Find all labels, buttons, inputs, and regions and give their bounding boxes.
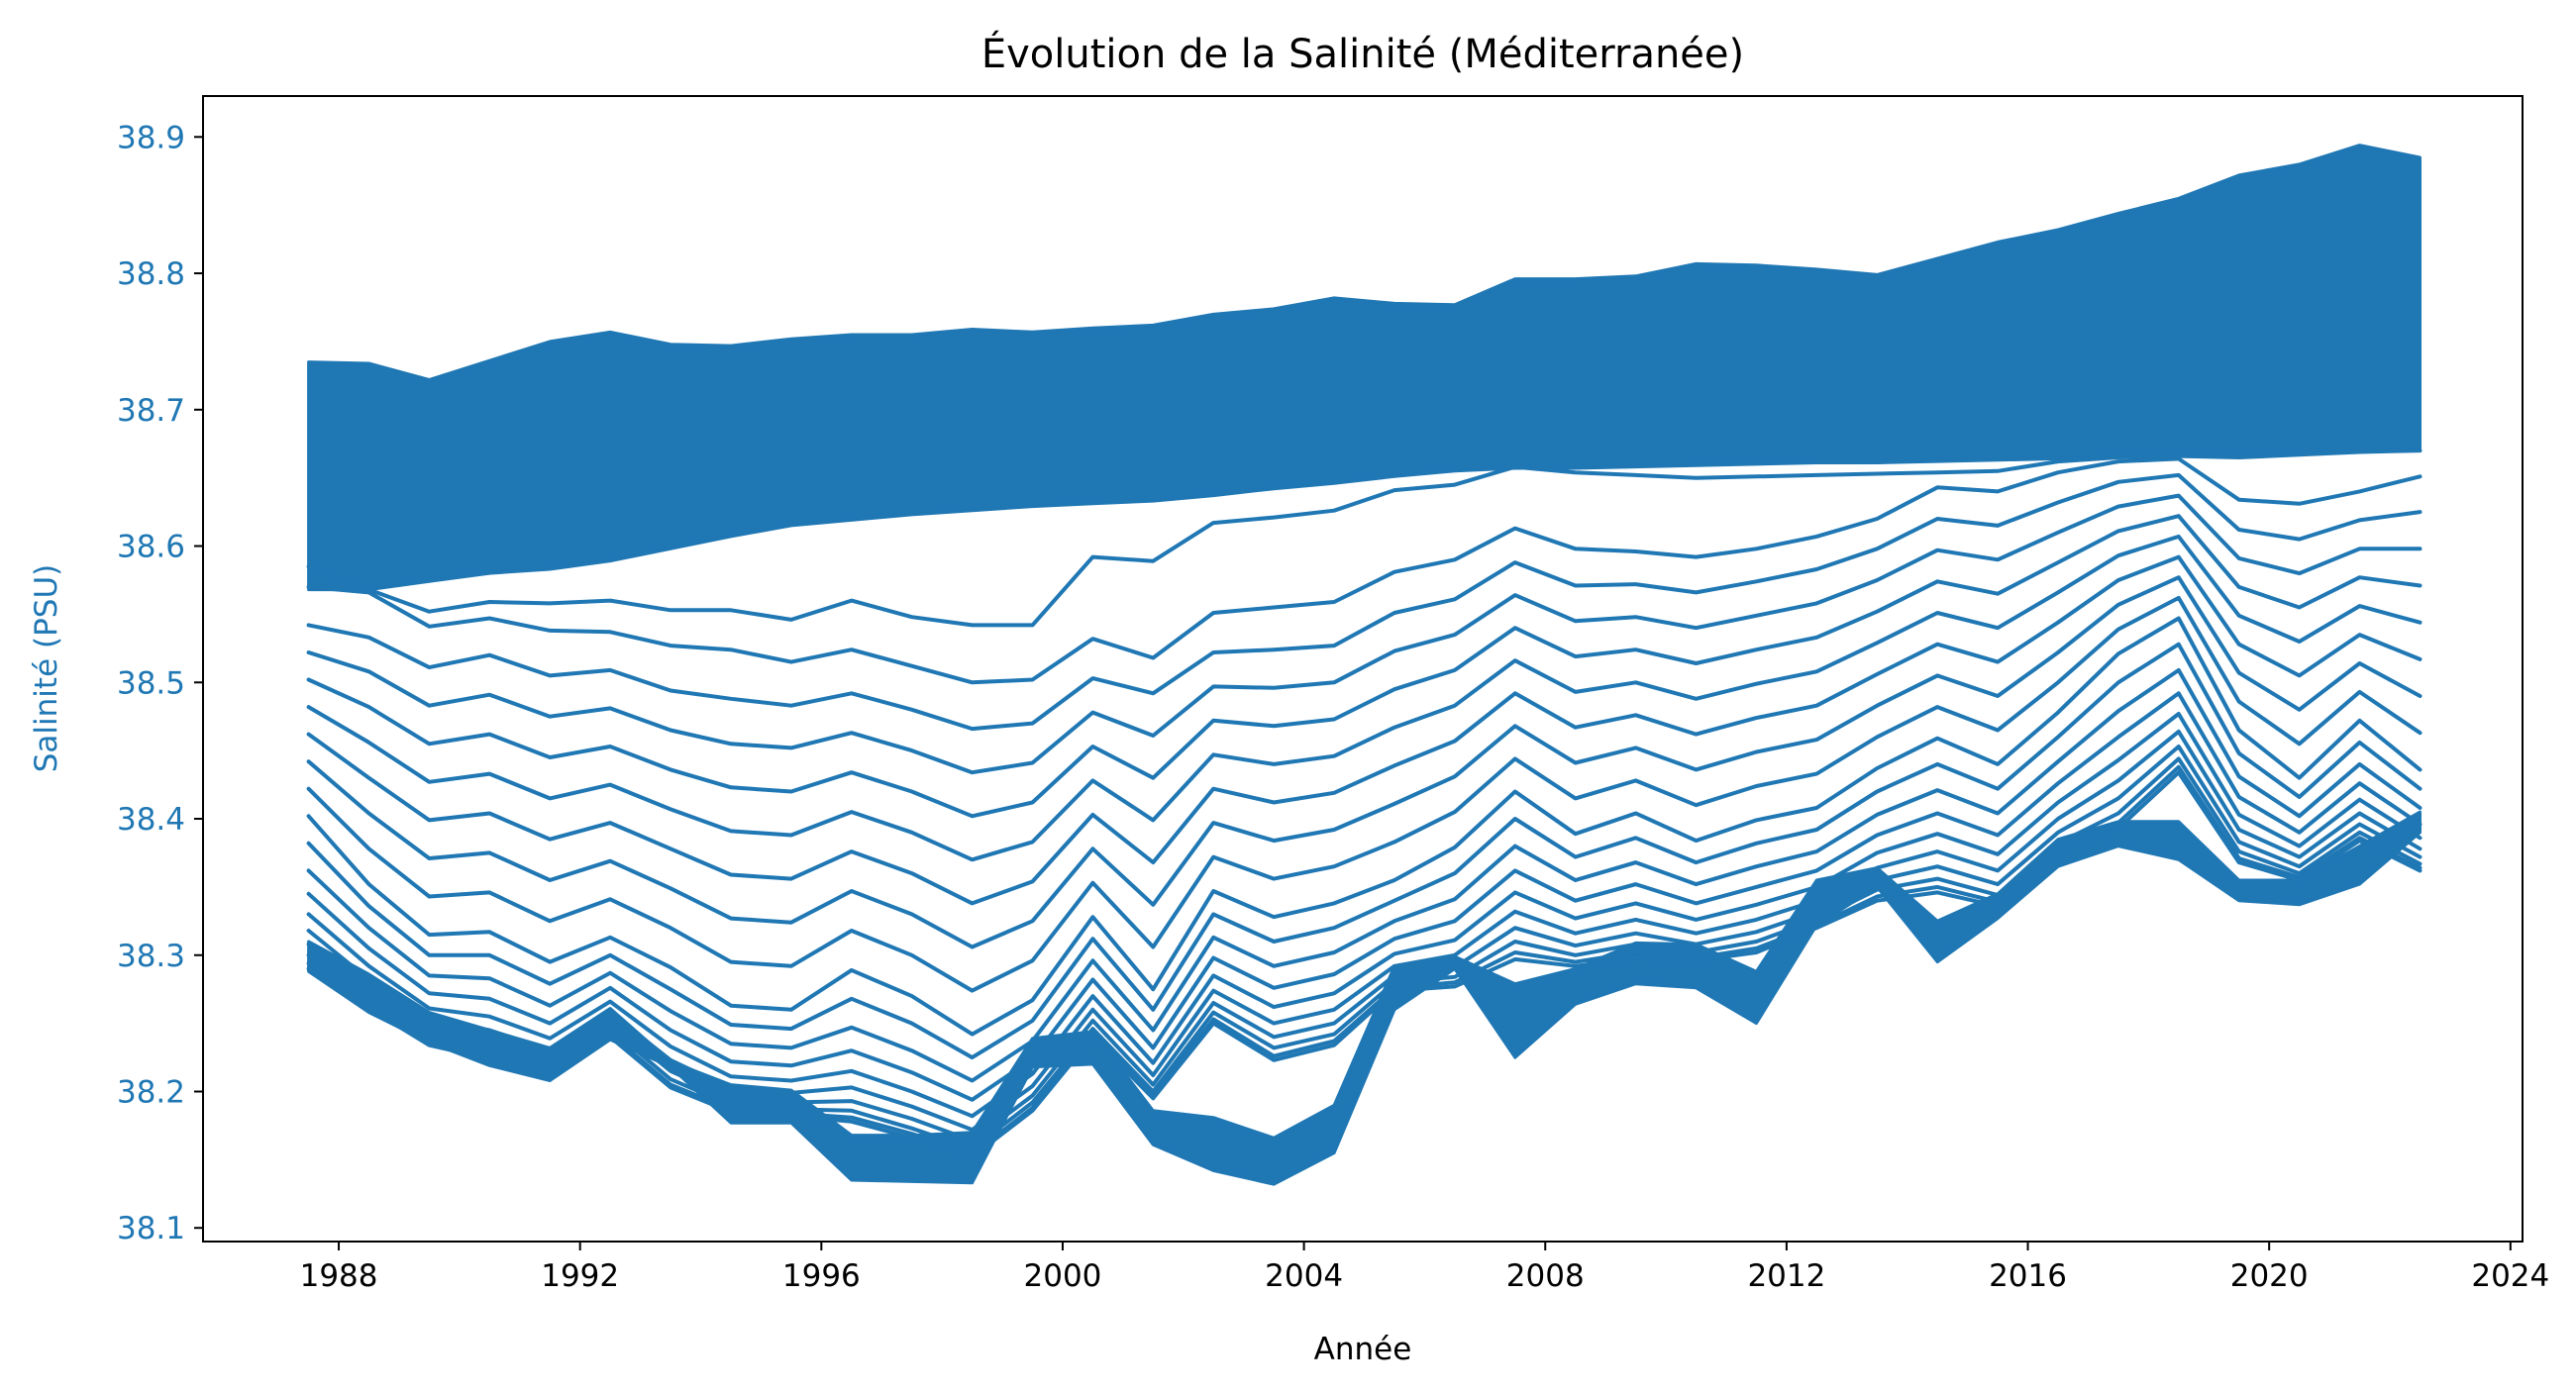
series-line-14	[306, 712, 2422, 1119]
x-tick-label: 2024	[2471, 1258, 2549, 1294]
y-tick-label: 38.6	[117, 530, 185, 565]
series-line-7	[306, 554, 2422, 906]
x-tick-label: 2020	[2230, 1258, 2309, 1294]
y-tick-label: 38.7	[117, 393, 185, 429]
plot-area	[306, 144, 2422, 1186]
series-line-17	[306, 756, 2422, 1151]
series-line-11	[306, 642, 2422, 1060]
y-tick-label: 38.9	[117, 120, 185, 155]
x-tick-label: 1992	[541, 1258, 619, 1294]
series-line-12	[306, 667, 2422, 1083]
y-axis: 38.1 38.2 38.3 38.4 38.5 38.6 38.7 38.8 38.9	[117, 120, 203, 1246]
chart-title: Évolution de la Salinité (Méditerranée)	[981, 30, 1744, 77]
series-line-19	[306, 770, 2422, 1159]
x-tick-label: 2016	[1989, 1258, 2067, 1294]
y-tick-label: 38.2	[117, 1074, 185, 1110]
y-tick-label: 38.8	[117, 256, 185, 292]
x-tick-label: 2012	[1747, 1258, 1825, 1294]
series-line-5	[306, 514, 2422, 819]
series-line-13	[306, 691, 2422, 1102]
x-axis: 1988 1992 1996 2000 2004 2008 2012 2016 2020 2024	[300, 1242, 2549, 1294]
series-line-6	[306, 534, 2422, 862]
series-line-10	[306, 616, 2422, 1037]
series-line-15	[306, 729, 2422, 1133]
series-line-2	[306, 456, 2422, 685]
y-axis-label: Salinité (PSU)	[29, 564, 64, 773]
y-tick-label: 38.5	[117, 665, 185, 701]
series-line-9	[306, 595, 2422, 993]
y-tick-label: 38.1	[117, 1211, 185, 1246]
series-line-1	[306, 448, 2422, 628]
axes-frame	[202, 95, 2524, 1243]
x-tick-label: 2000	[1024, 1258, 1102, 1294]
x-tick-label: 2004	[1265, 1258, 1343, 1294]
x-tick-label: 1996	[782, 1258, 861, 1294]
series-line-4	[306, 493, 2422, 775]
y-tick-label: 38.4	[117, 802, 185, 838]
x-tick-label: 2008	[1506, 1258, 1585, 1294]
series-line-3	[306, 472, 2422, 732]
series-line-18	[306, 764, 2422, 1156]
series-line-16	[306, 745, 2422, 1144]
series-line-8	[306, 575, 2422, 949]
x-axis-label: Année	[1314, 1332, 1412, 1367]
y-tick-label: 38.3	[117, 939, 185, 974]
x-tick-label: 1988	[300, 1258, 378, 1294]
